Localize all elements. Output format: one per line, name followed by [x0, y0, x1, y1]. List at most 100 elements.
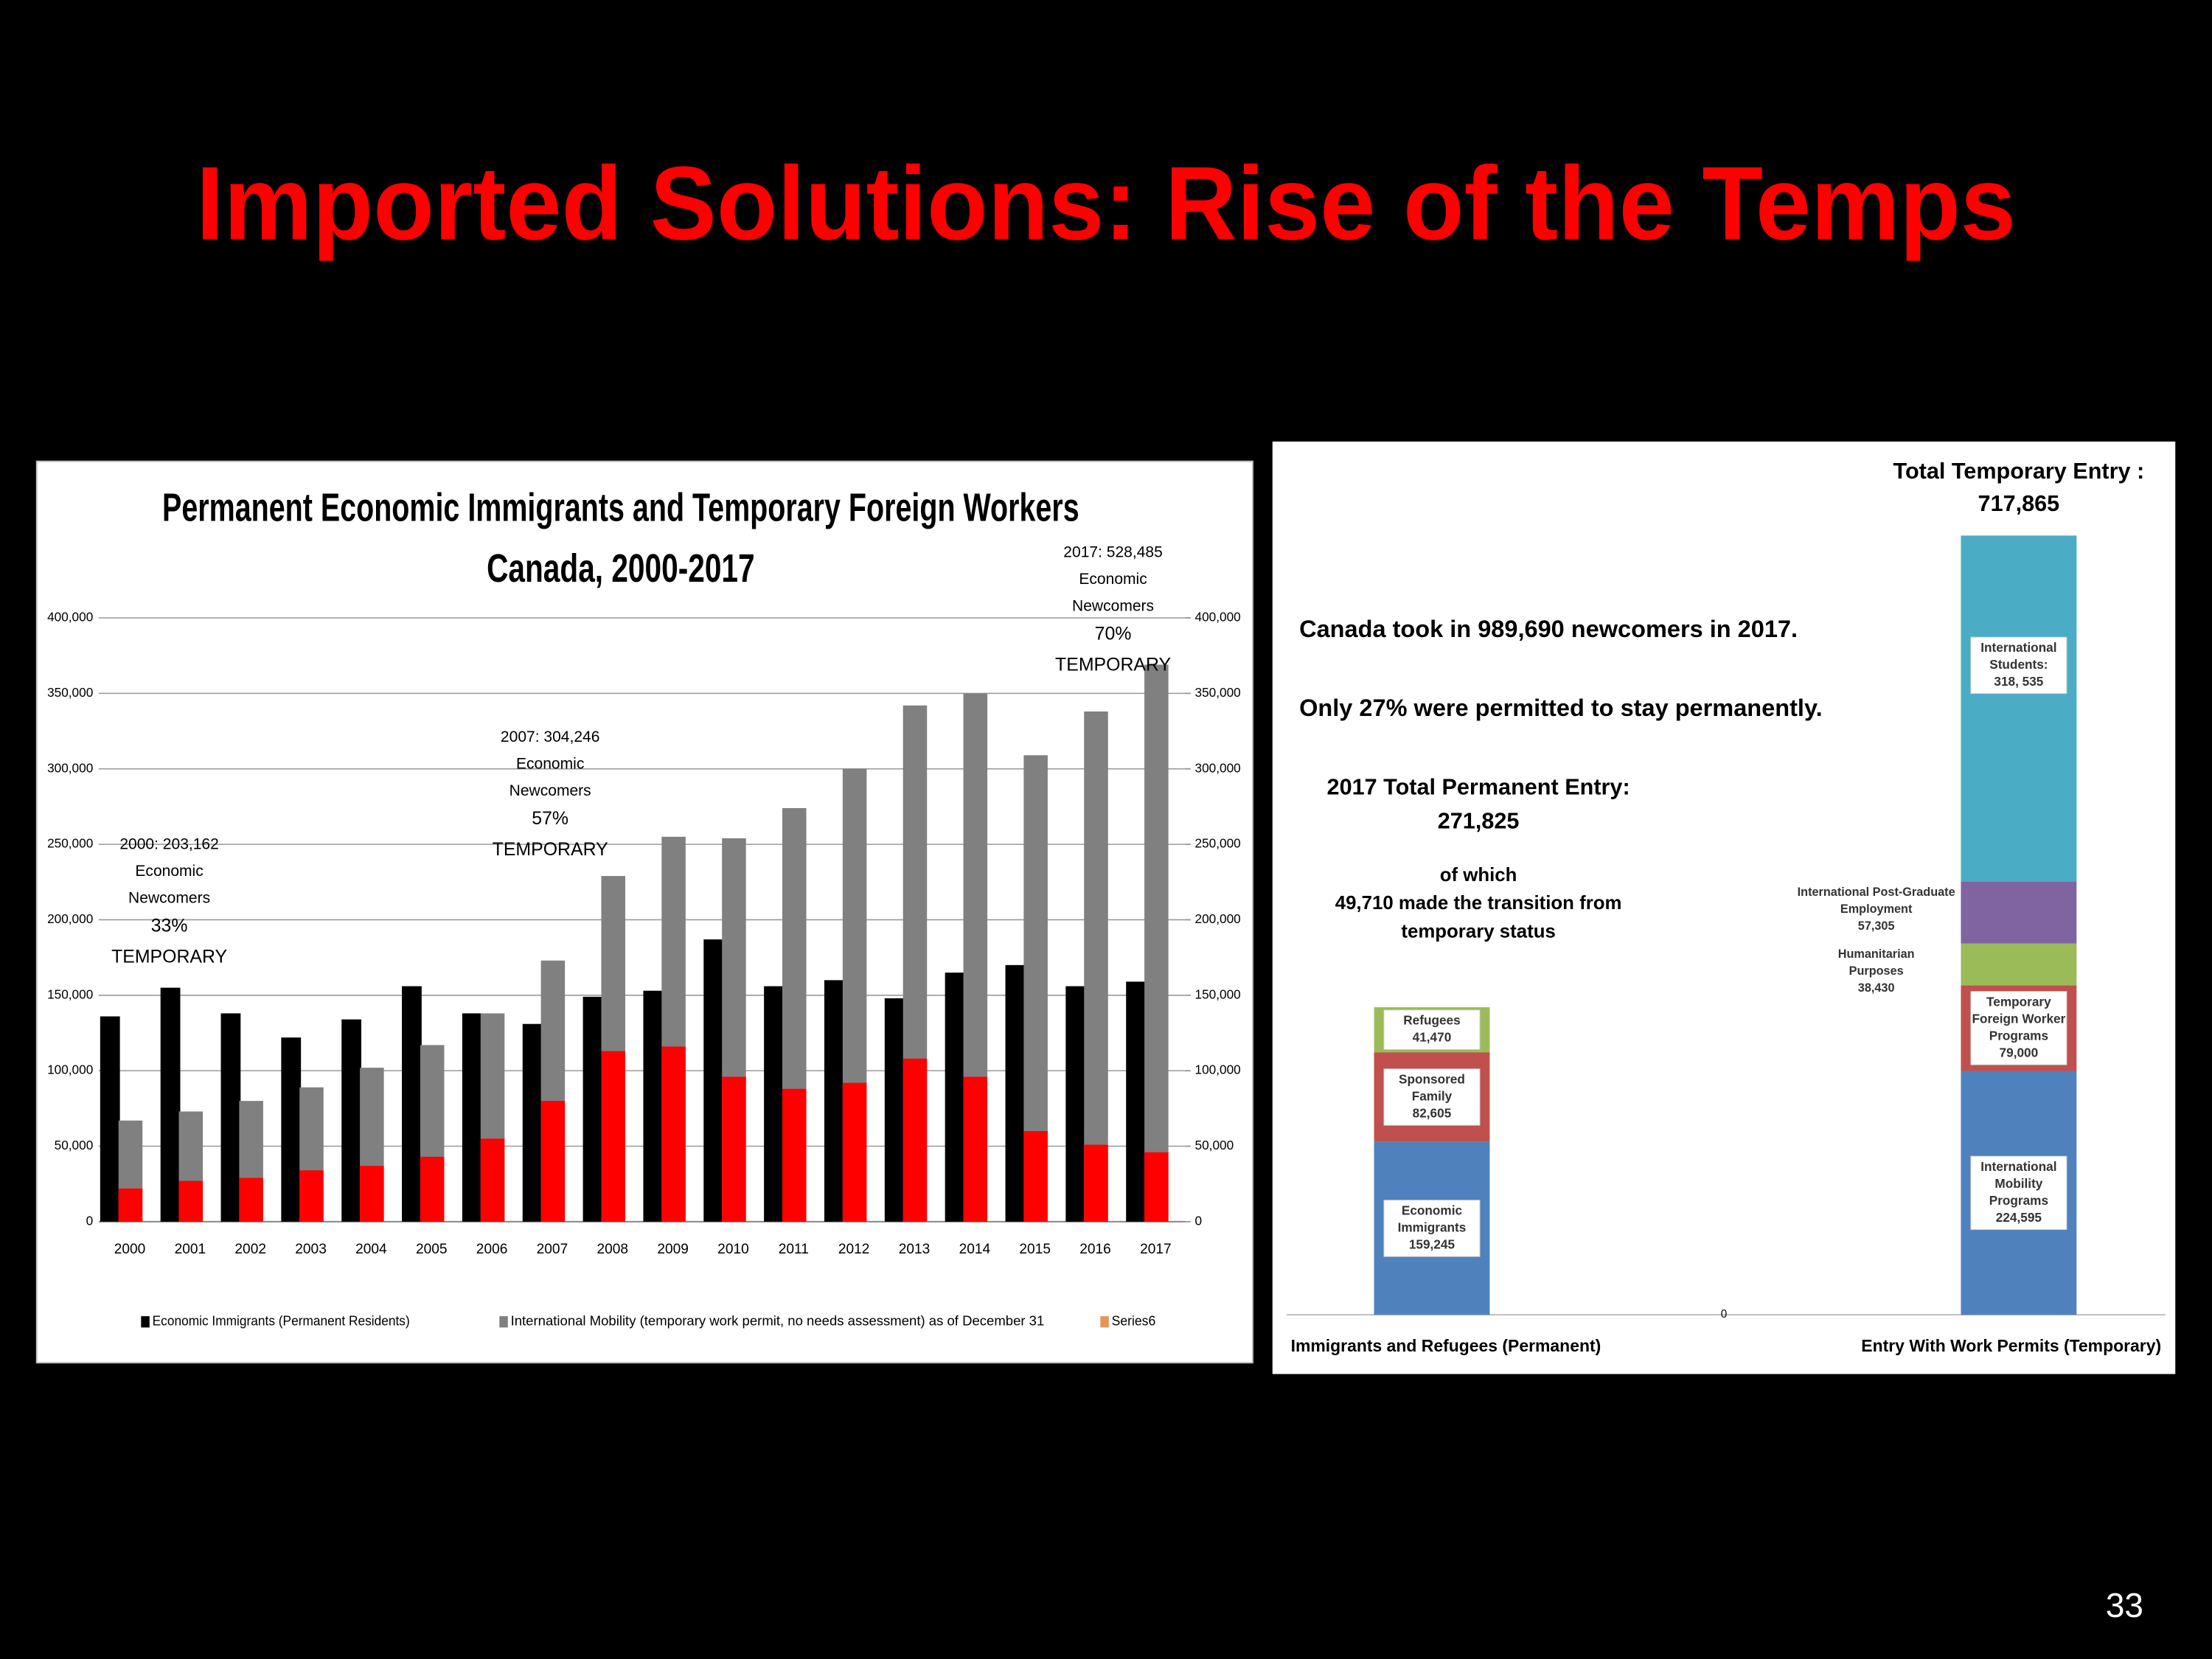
segment-label: 38,430	[1858, 981, 1895, 995]
x-tick-label: 2008	[597, 1242, 629, 1257]
x-tick-label: 2015	[1019, 1242, 1051, 1257]
annotation: Newcomers	[509, 782, 591, 799]
x-tick-label: 2017	[1140, 1242, 1172, 1257]
segment-label: Humanitarian	[1838, 947, 1915, 961]
bar	[239, 1178, 263, 1222]
bar	[178, 1180, 204, 1222]
bar	[1084, 1144, 1108, 1222]
annotation: TEMPORARY	[1055, 655, 1171, 675]
bar	[360, 1166, 384, 1222]
chart-title: Permanent Economic Immigrants and Tempor…	[162, 487, 1079, 530]
x-category-label: Immigrants and Refugees (Permanent)	[1291, 1336, 1601, 1355]
annotation: Canada took in 989,690 newcomers in 2017…	[1299, 616, 1798, 642]
bar	[220, 1013, 241, 1222]
annotation: Economic	[1079, 571, 1147, 588]
y-tick-label: 50,000	[55, 1138, 94, 1152]
segment-label: 82,605	[1413, 1105, 1452, 1120]
bar	[160, 987, 181, 1222]
segment-label-box	[1970, 636, 2067, 695]
bar	[643, 990, 664, 1222]
segment-label: Foreign Worker	[1972, 1011, 2065, 1026]
annotation: 33%	[151, 916, 188, 936]
chart-title: Canada, 2000-2017	[487, 547, 755, 591]
y2-tick-label: 150,000	[1195, 987, 1241, 1001]
legend-label: Economic Immigrants (Permanent Residents…	[153, 1314, 410, 1329]
annotation: 717,865	[1978, 491, 2060, 516]
legend-label: Series6	[1112, 1314, 1156, 1329]
segment-label: Sponsored	[1399, 1072, 1465, 1087]
annotation: 2000: 203,162	[119, 836, 219, 853]
bar	[902, 1058, 928, 1222]
bar	[1144, 664, 1169, 1222]
bar	[299, 1170, 324, 1222]
bar	[842, 1082, 867, 1222]
bar	[1126, 981, 1146, 1222]
segment-label: Refugees	[1403, 1013, 1460, 1028]
annotation: 57%	[532, 808, 568, 829]
segment-label-box	[1383, 1200, 1481, 1257]
slide-title: Imported Solutions: Rise of the Temps	[196, 145, 2016, 262]
bar	[945, 973, 965, 1222]
x-tick-label: 2013	[899, 1242, 931, 1257]
y-tick-label: 100,000	[47, 1062, 93, 1077]
segment-label: Employment	[1840, 902, 1913, 916]
bar	[703, 939, 724, 1222]
bar	[782, 1088, 807, 1222]
segment-label-box	[1383, 1068, 1481, 1126]
bar	[722, 1077, 746, 1222]
annotation: 70%	[1095, 624, 1132, 644]
x-tick-label: 2001	[175, 1242, 206, 1257]
segment-label: Programs	[1989, 1193, 2048, 1208]
segment-label: Temporary	[1986, 994, 2051, 1009]
y2-tick-label: 400,000	[1195, 610, 1241, 625]
x-tick-label: 2004	[355, 1242, 387, 1257]
y-tick-label: 150,000	[47, 987, 93, 1001]
y2-tick-label: 350,000	[1195, 685, 1241, 700]
bar	[1005, 964, 1026, 1222]
y2-tick-label: 50,000	[1195, 1138, 1234, 1152]
bar	[522, 1023, 543, 1222]
legend-label: International Mobility (temporary work p…	[511, 1314, 1045, 1329]
bar	[118, 1188, 143, 1222]
segment-label: International	[1980, 640, 2056, 655]
legend-marker	[1100, 1316, 1109, 1328]
y2-tick-label: 300,000	[1195, 760, 1241, 775]
bar	[1084, 711, 1108, 1222]
x-tick-label: 2012	[838, 1242, 870, 1257]
bar	[764, 986, 784, 1222]
y-tick-label: 400,000	[47, 610, 93, 625]
segment-label: Purposes	[1849, 964, 1904, 978]
segment-label: Students:	[1989, 657, 2048, 672]
bar	[824, 980, 844, 1222]
annotation: Only 27% were permitted to stay permanen…	[1299, 695, 1823, 721]
y-tick-label: 0	[86, 1213, 94, 1228]
bar-segment	[1961, 881, 2077, 944]
bar	[100, 1016, 120, 1222]
annotation: 2007: 304,246	[501, 728, 599, 745]
x-tick-label: 2010	[717, 1242, 749, 1257]
annotation: Newcomers	[128, 889, 210, 906]
x-tick-label: 2006	[476, 1242, 508, 1257]
bar	[1023, 1131, 1048, 1222]
segment-label: 224,595	[1996, 1210, 2042, 1225]
annotation: TEMPORARY	[493, 839, 608, 860]
annotation: of which	[1440, 865, 1517, 886]
segment-label: Economic	[1402, 1203, 1463, 1218]
bar	[884, 998, 905, 1222]
segment-label: 57,305	[1858, 919, 1895, 933]
page-number: 33	[2106, 1586, 2143, 1624]
y2-tick-label: 200,000	[1195, 911, 1241, 926]
segment-label: 159,245	[1409, 1237, 1455, 1251]
annotation: temporary status	[1401, 921, 1555, 942]
x-category-label: Entry With Work Permits (Temporary)	[1861, 1336, 2161, 1355]
bar-segment	[1961, 535, 2077, 882]
bar-segment	[1961, 943, 2077, 986]
segment-label-box	[1970, 1155, 2067, 1231]
legend-marker	[141, 1316, 150, 1328]
annotation: Economic	[516, 756, 584, 773]
annotation: Newcomers	[1072, 597, 1154, 614]
x-tick-label: 2014	[959, 1242, 991, 1257]
segment-label-box	[1970, 991, 2067, 1065]
segment-label: International	[1980, 1159, 2056, 1174]
